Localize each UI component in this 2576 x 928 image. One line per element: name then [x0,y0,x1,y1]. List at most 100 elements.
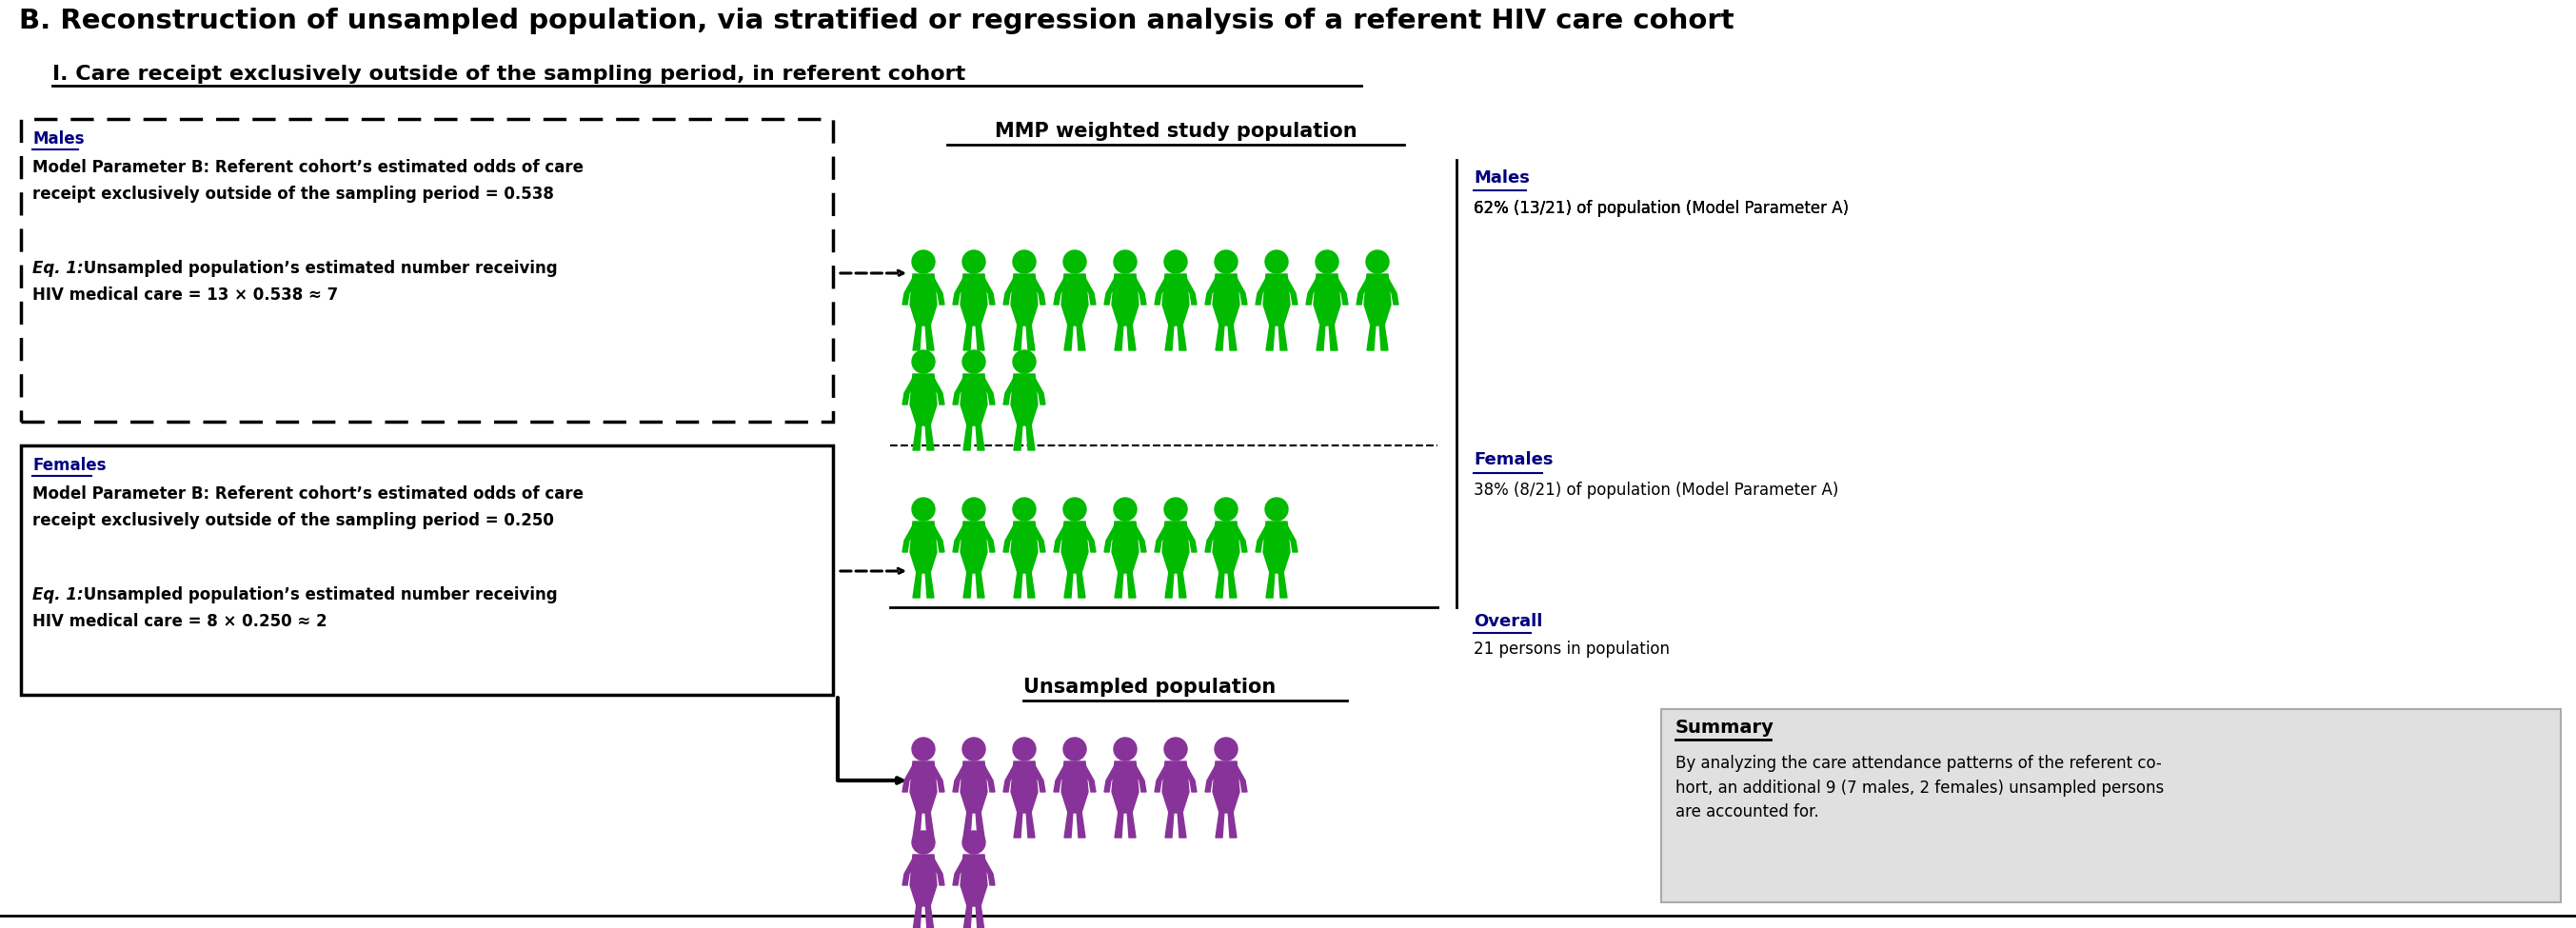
Polygon shape [1015,571,1023,598]
Polygon shape [930,766,945,792]
Polygon shape [1015,811,1023,838]
Polygon shape [909,522,938,573]
Polygon shape [1358,277,1370,304]
Circle shape [1216,738,1236,760]
Circle shape [1164,738,1188,760]
Polygon shape [902,378,917,405]
Polygon shape [1365,274,1391,326]
Polygon shape [961,855,987,906]
Polygon shape [930,277,945,304]
Polygon shape [1025,811,1036,838]
Polygon shape [1162,522,1190,573]
Polygon shape [1064,571,1072,598]
Polygon shape [1206,525,1218,552]
Polygon shape [902,858,917,885]
Polygon shape [963,811,971,838]
Polygon shape [1216,324,1224,350]
Polygon shape [953,766,966,792]
Polygon shape [976,571,984,598]
Polygon shape [1133,525,1146,552]
Text: Summary: Summary [1674,718,1775,737]
Circle shape [1216,497,1236,521]
Polygon shape [1113,762,1139,813]
Polygon shape [902,277,917,304]
Polygon shape [925,811,935,838]
Polygon shape [1010,374,1038,425]
Polygon shape [1177,811,1185,838]
Polygon shape [961,274,987,326]
Text: HIV medical care = 13 × 0.538 ≈ 7: HIV medical care = 13 × 0.538 ≈ 7 [33,287,337,303]
Polygon shape [1054,525,1066,552]
Polygon shape [981,525,994,552]
Polygon shape [1128,324,1136,350]
Circle shape [1216,251,1236,273]
Polygon shape [1025,423,1036,450]
Polygon shape [909,374,938,425]
Polygon shape [1234,525,1247,552]
Circle shape [1113,251,1136,273]
Polygon shape [1329,324,1337,350]
FancyBboxPatch shape [1662,709,2561,902]
Polygon shape [1115,324,1123,350]
Polygon shape [1177,571,1185,598]
Polygon shape [1255,277,1270,304]
Circle shape [912,350,935,373]
Circle shape [912,497,935,521]
Polygon shape [1115,811,1123,838]
Polygon shape [1334,277,1347,304]
Polygon shape [912,324,922,350]
Polygon shape [1213,522,1239,573]
Polygon shape [961,762,987,813]
Text: 62% (13/21) of population (Model Parameter A): 62% (13/21) of population (Model Paramet… [1473,200,1850,217]
Polygon shape [1182,525,1198,552]
Polygon shape [1162,762,1190,813]
Polygon shape [1154,277,1167,304]
Polygon shape [1216,811,1224,838]
Polygon shape [1025,571,1036,598]
Text: Females: Females [33,457,106,474]
Polygon shape [1206,277,1218,304]
Circle shape [912,831,935,854]
Polygon shape [1082,277,1095,304]
Circle shape [912,251,935,273]
Polygon shape [1005,378,1018,405]
Polygon shape [1285,277,1298,304]
Polygon shape [961,374,987,425]
Text: 21 persons in population: 21 persons in population [1473,640,1669,658]
Polygon shape [1164,571,1175,598]
Polygon shape [1128,571,1136,598]
Text: receipt exclusively outside of the sampling period = 0.538: receipt exclusively outside of the sampl… [33,186,554,202]
Polygon shape [1082,525,1095,552]
Polygon shape [1061,522,1087,573]
Polygon shape [1229,811,1236,838]
Polygon shape [909,274,938,326]
Polygon shape [1229,324,1236,350]
Polygon shape [1316,324,1324,350]
Polygon shape [1378,324,1388,350]
Polygon shape [961,522,987,573]
Polygon shape [953,525,966,552]
Polygon shape [912,571,922,598]
Circle shape [1265,251,1288,273]
Polygon shape [1082,766,1095,792]
Polygon shape [1206,766,1218,792]
Polygon shape [1115,571,1123,598]
Polygon shape [1015,423,1023,450]
Text: Model Parameter B: Referent cohort’s estimated odds of care: Model Parameter B: Referent cohort’s est… [33,159,585,176]
Circle shape [1064,497,1087,521]
Polygon shape [1182,766,1198,792]
Circle shape [963,251,984,273]
Circle shape [1012,497,1036,521]
Polygon shape [1054,277,1066,304]
Polygon shape [909,855,938,906]
Polygon shape [1010,274,1038,326]
Text: Unsampled population’s estimated number receiving: Unsampled population’s estimated number … [77,260,556,277]
Text: 62% (13/21) of population (Model Parameter A): 62% (13/21) of population (Model Paramet… [1473,200,1850,217]
Polygon shape [1033,378,1046,405]
Polygon shape [1015,324,1023,350]
Polygon shape [1133,277,1146,304]
Text: MMP weighted study population: MMP weighted study population [994,122,1358,141]
Polygon shape [1113,522,1139,573]
Polygon shape [1386,277,1399,304]
Polygon shape [1010,762,1038,813]
